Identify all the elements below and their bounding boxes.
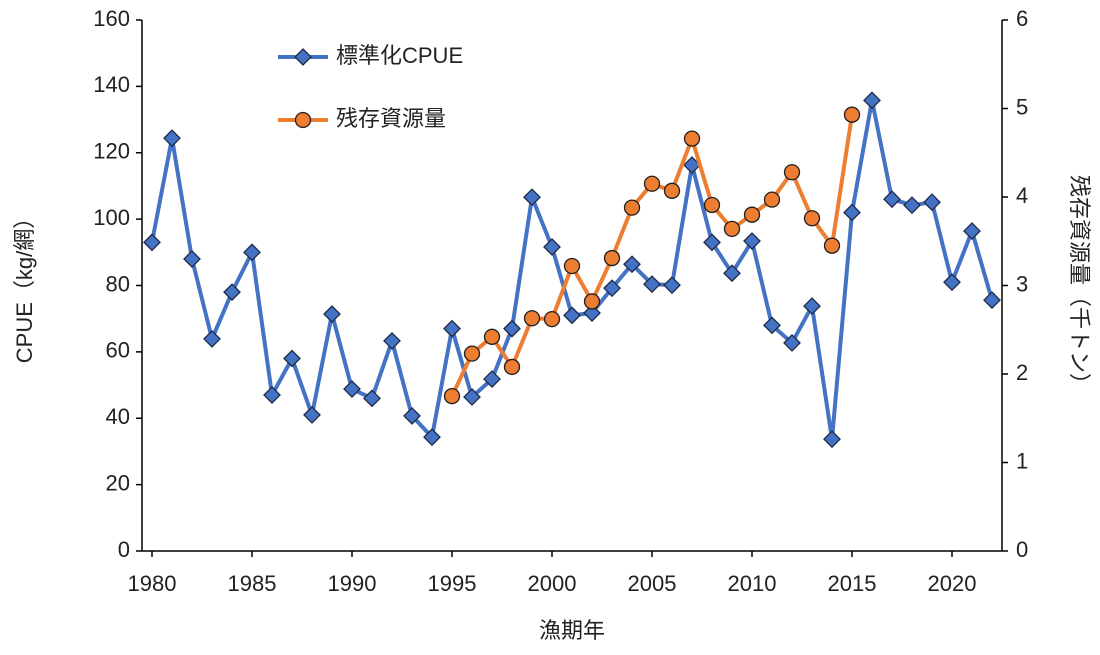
data-point: [283, 349, 301, 368]
data-point: [483, 370, 501, 389]
data-point: [763, 316, 781, 335]
data-point: [863, 91, 881, 110]
data-point: [583, 304, 601, 322]
y-tick-label: 60: [106, 338, 130, 363]
data-point: [763, 191, 781, 208]
data-point: [603, 279, 621, 298]
data-point: [903, 196, 921, 215]
data-point: [223, 283, 241, 302]
data-point: [543, 238, 561, 256]
legend-marker: [294, 111, 312, 129]
y-tick-label: 140: [93, 72, 130, 97]
data-point: [623, 255, 641, 274]
y-tick-label: 0: [118, 537, 130, 562]
data-point: [303, 406, 321, 424]
data-point: [623, 199, 641, 216]
y2-tick-label: 3: [1016, 271, 1028, 296]
data-point: [803, 297, 821, 315]
data-point: [603, 249, 621, 267]
data-point: [703, 233, 721, 252]
data-point: [463, 345, 481, 362]
data-point: [163, 129, 181, 148]
legend-label: 標準化CPUE: [336, 43, 463, 68]
data-point: [703, 196, 721, 214]
data-point: [583, 293, 601, 310]
data-point: [823, 237, 841, 254]
data-point: [323, 305, 341, 323]
data-point: [343, 380, 361, 398]
x-tick-label: 2020: [928, 571, 977, 596]
series-line: [450, 114, 854, 397]
data-point: [783, 164, 801, 181]
data-point: [483, 328, 501, 345]
data-point: [643, 275, 661, 294]
x-tick-label: 2000: [528, 571, 577, 596]
data-point: [743, 232, 761, 250]
y2-tick-label: 1: [1016, 448, 1028, 473]
data-point: [463, 388, 481, 406]
data-point: [843, 203, 861, 222]
data-point: [523, 310, 541, 327]
legend-label: 残存資源量: [336, 106, 446, 131]
data-point: [563, 257, 581, 275]
x-tick-label: 1980: [128, 571, 177, 596]
data-point: [183, 250, 201, 268]
data-point: [723, 264, 741, 283]
data-point: [843, 106, 861, 123]
data-point: [963, 222, 981, 240]
data-point: [203, 330, 221, 348]
y-tick-label: 20: [106, 470, 130, 495]
data-point: [943, 273, 961, 292]
data-point: [663, 182, 681, 199]
data-point: [363, 389, 381, 408]
data-point: [263, 386, 281, 404]
x-tick-label: 1995: [428, 571, 477, 596]
x-tick-label: 1985: [228, 571, 277, 596]
data-point: [803, 210, 821, 227]
y-tick-label: 80: [106, 271, 130, 296]
y-tick-label: 40: [106, 404, 130, 429]
data-point: [723, 220, 741, 238]
y-tick-label: 120: [93, 139, 130, 164]
data-point: [923, 193, 941, 212]
y2-tick-label: 0: [1016, 537, 1028, 562]
y2-tick-label: 4: [1016, 183, 1028, 208]
y2-tick-label: 6: [1016, 6, 1028, 31]
data-point: [563, 306, 581, 325]
x-tick-label: 2015: [828, 571, 877, 596]
data-point: [243, 243, 261, 262]
x-tick-label: 2010: [728, 571, 777, 596]
x-axis-title: 漁期年: [539, 618, 605, 643]
data-point: [743, 206, 761, 223]
y-tick-label: 160: [93, 6, 130, 31]
data-point: [143, 233, 161, 252]
data-point: [783, 333, 801, 352]
y2-tick-label: 2: [1016, 360, 1028, 385]
data-point: [823, 430, 841, 449]
data-point: [423, 428, 441, 447]
data-point: [883, 190, 901, 209]
data-point: [403, 407, 421, 425]
data-point: [643, 175, 661, 192]
legend-marker: [294, 48, 312, 66]
data-point: [683, 130, 701, 147]
data-point: [443, 387, 461, 405]
data-point: [503, 319, 521, 338]
data-point: [523, 188, 541, 207]
data-point: [663, 276, 681, 295]
y2-tick-label: 5: [1016, 94, 1028, 119]
data-point: [443, 319, 461, 338]
data-point: [983, 291, 1001, 310]
y2-axis-title: 残存資源量（千トン）: [1067, 175, 1092, 395]
data-point: [383, 332, 401, 350]
x-tick-label: 2005: [628, 571, 677, 596]
x-tick-label: 1990: [328, 571, 377, 596]
data-point: [543, 310, 561, 328]
y-tick-label: 100: [93, 205, 130, 230]
data-point: [503, 358, 521, 376]
y-axis-title: CPUE（kg/網）: [12, 207, 37, 363]
